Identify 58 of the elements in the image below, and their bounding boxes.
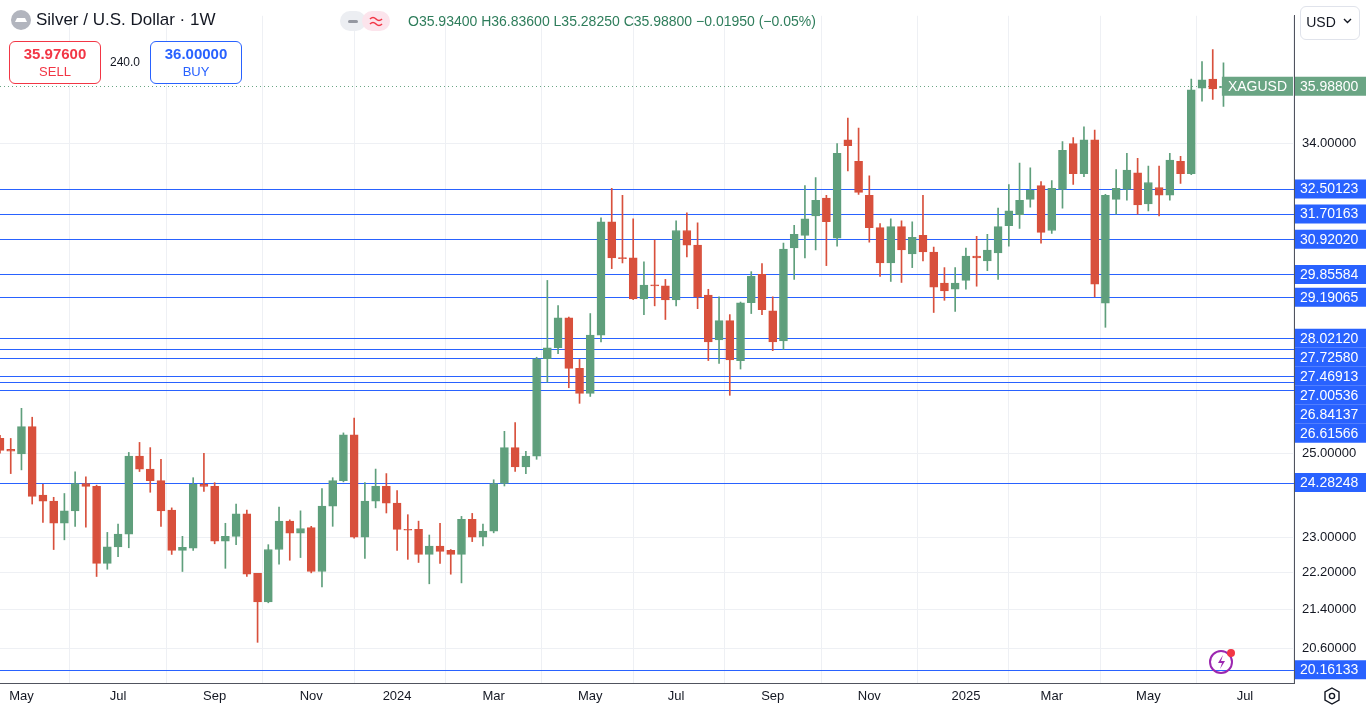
y-tick-label: 20.60000 xyxy=(1302,639,1357,655)
candlestick xyxy=(789,224,799,280)
y-tick-label: 23.00000 xyxy=(1302,528,1357,544)
ref-line-label: 27.46913 xyxy=(1300,367,1359,384)
candlestick xyxy=(1004,184,1014,247)
candlestick xyxy=(6,438,16,474)
ref-line-label: 30.92020 xyxy=(1300,230,1359,247)
x-tick-label: 2025 xyxy=(951,688,981,704)
ref-line-label: 27.72580 xyxy=(1300,348,1359,365)
y-tick-label: 34.00000 xyxy=(1302,135,1357,151)
annotation: 35.97600 xyxy=(22,45,88,62)
y-tick-label: 22.20000 xyxy=(1302,564,1357,580)
ref-line-label: 31.70163 xyxy=(1300,205,1359,222)
ref-line-label: 27.00536 xyxy=(1300,386,1359,403)
x-tick-label: Nov xyxy=(299,688,324,704)
candlestick xyxy=(81,476,91,528)
chart-subtitle: O35.93400 H36.83600 L35.28250 C35.98800 −0.01950 (−0.05%) xyxy=(408,13,816,29)
ref-line-label: 29.19065 xyxy=(1300,288,1359,305)
candlestick xyxy=(800,185,810,259)
candlestick xyxy=(1154,165,1164,217)
candlestick xyxy=(446,549,456,575)
candlestick xyxy=(950,267,960,312)
x-tick-label: May xyxy=(1136,688,1162,704)
chart-title: Silver / U.S. Dollar · 1W xyxy=(36,10,216,30)
candlestick xyxy=(199,452,209,492)
candlestick xyxy=(424,534,434,585)
annotation: BUY xyxy=(181,64,211,79)
x-tick-label: Jul xyxy=(1236,688,1254,704)
x-tick-label: Jul xyxy=(667,688,685,704)
ref-line-label: 32.50123 xyxy=(1300,180,1359,197)
candlestick xyxy=(435,522,445,564)
x-tick-label: 2024 xyxy=(382,688,412,704)
x-tick-label: May xyxy=(9,688,35,704)
ref-line-label: 26.84137 xyxy=(1300,405,1359,422)
x-tick-label: Sep xyxy=(761,688,785,704)
x-tick-label: Jul xyxy=(109,688,127,704)
annotation: 36.00000 xyxy=(163,45,229,62)
ref-line-label: 28.02120 xyxy=(1300,329,1359,346)
ref-line-label: 35.98800 xyxy=(1300,77,1359,94)
candlestick xyxy=(403,514,413,560)
ref-line-label: 24.28248 xyxy=(1300,473,1359,490)
y-tick-label: 21.40000 xyxy=(1302,601,1357,617)
ref-line-label: 20.16133 xyxy=(1300,661,1359,678)
annotation: 240.0 xyxy=(109,55,141,69)
candlestick xyxy=(145,447,155,493)
text: USD xyxy=(1305,14,1337,30)
annotation: XAGUSD xyxy=(1227,77,1287,94)
x-tick-label: Mar xyxy=(482,688,506,704)
ref-line-label: 26.61566 xyxy=(1300,424,1359,441)
ref-line-label: 29.85584 xyxy=(1300,265,1359,282)
x-tick-label: Sep xyxy=(203,688,227,704)
y-tick-label: 25.00000 xyxy=(1302,444,1357,460)
x-tick-label: May xyxy=(577,688,604,704)
annotation: SELL xyxy=(38,64,72,79)
candlestick xyxy=(843,117,853,172)
candlestick xyxy=(1208,49,1218,100)
x-tick-label: Nov xyxy=(857,688,882,704)
x-tick-label: Mar xyxy=(1040,688,1064,704)
